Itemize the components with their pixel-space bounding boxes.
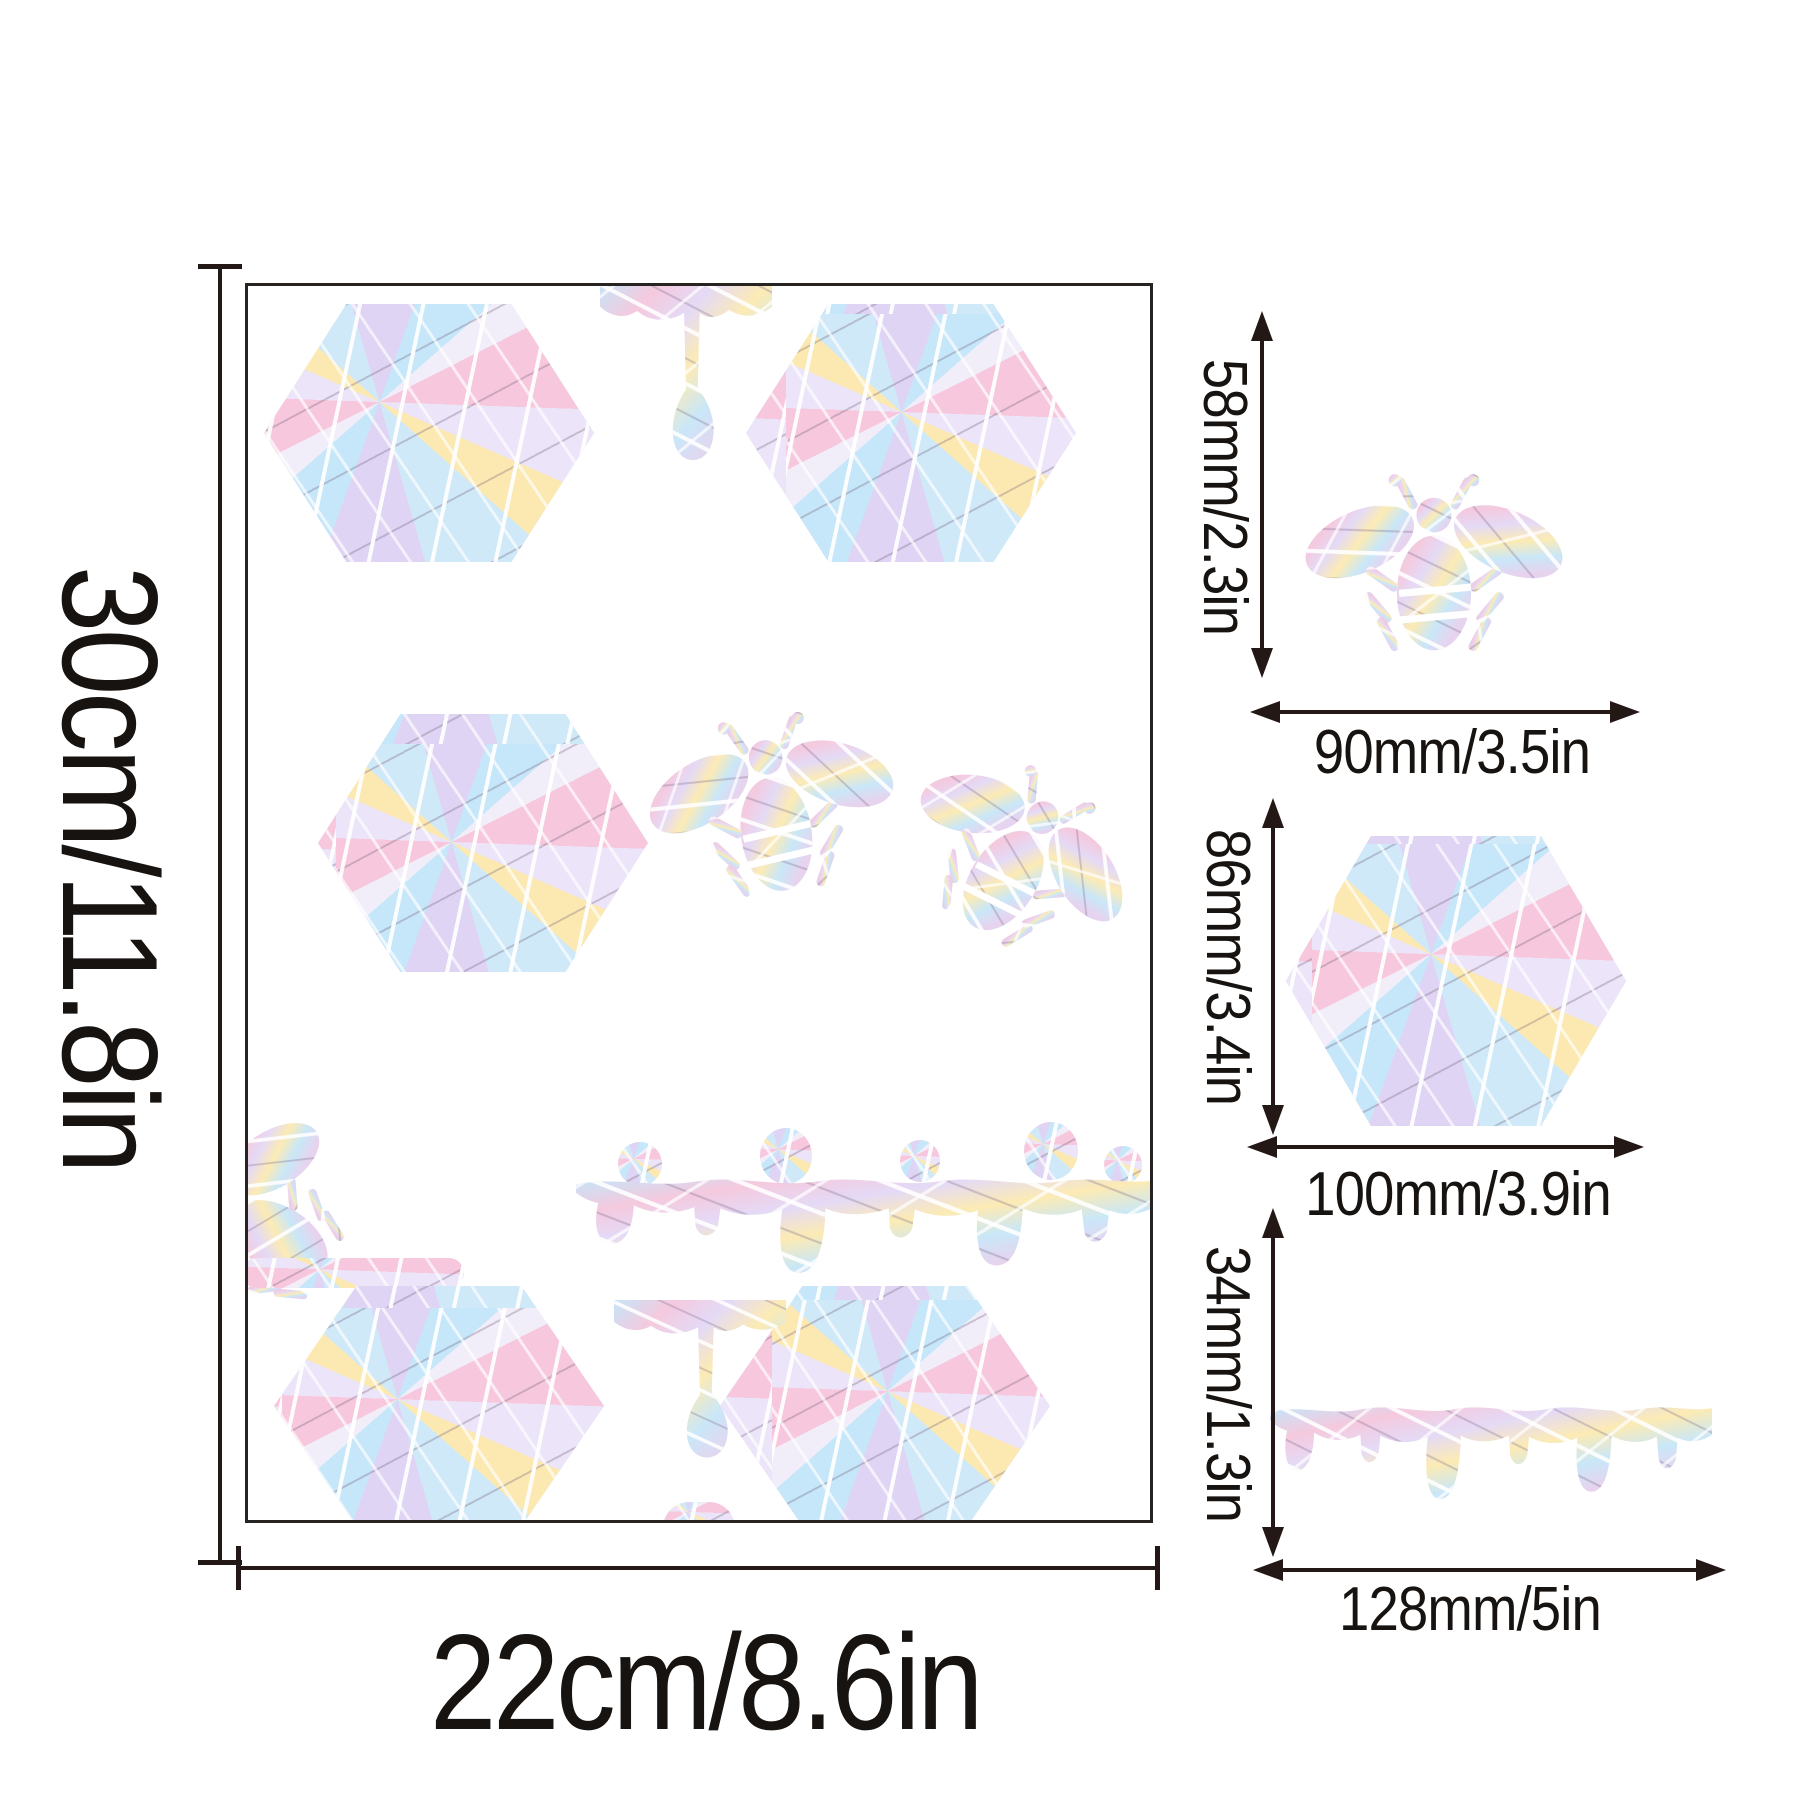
arrow-left-icon (1247, 1136, 1277, 1158)
honey-drip-partial (614, 1300, 786, 1458)
honey-drip-sticker (1270, 1407, 1712, 1499)
arrow-right-icon (1610, 701, 1640, 723)
arrow-up-icon (1251, 311, 1273, 341)
bee-width-arrow-line (1276, 710, 1614, 714)
dimension-cap-right (1155, 1546, 1160, 1590)
bee-height-arrow-line (1260, 338, 1264, 650)
drip-width-label: 128mm/5in (1339, 1574, 1602, 1644)
arrow-up-icon (1262, 1208, 1284, 1238)
drip-width-arrow-line (1279, 1568, 1699, 1572)
bee-sticker (627, 698, 917, 912)
arrow-right-icon (1696, 1559, 1726, 1581)
sticker-sheet (245, 283, 1153, 1523)
splash-blob (1024, 1122, 1078, 1180)
arrow-down-icon (1262, 1527, 1284, 1557)
dimension-cap-top (198, 264, 242, 269)
drip-height-arrow-line (1271, 1236, 1275, 1530)
arrow-down-icon (1251, 648, 1273, 678)
drip-height-label: 34mm/1.3in (1193, 1245, 1263, 1523)
drip-blob (663, 1502, 735, 1520)
dimension-cap-left (236, 1546, 241, 1590)
splash-blob (900, 1140, 940, 1182)
bee-width-label: 90mm/3.5in (1313, 717, 1591, 787)
bee-sticker (1294, 474, 1574, 653)
bee-sticker (867, 718, 1150, 996)
hexagon-width-arrow-line (1273, 1145, 1617, 1149)
sheet-width-dimension-line (238, 1566, 1159, 1570)
honey-drip-sticker (576, 1179, 1150, 1273)
hexagon-height-label: 86mm/3.4in (1193, 828, 1263, 1106)
hexagon-width-label: 100mm/3.9in (1305, 1159, 1612, 1229)
hexagon-sticker (264, 304, 594, 562)
hexagon-sticker (1286, 836, 1626, 1126)
sheet-height-label: 30cm/11.8in (34, 565, 186, 1171)
arrow-left-icon (1250, 701, 1280, 723)
hexagon-sticker (318, 714, 648, 972)
honey-drip-partial (600, 286, 772, 461)
hexagon-height-arrow-line (1271, 826, 1275, 1108)
splash-blob (1104, 1146, 1142, 1184)
bee-height-label: 58mm/2.3in (1190, 358, 1260, 636)
dimension-cap-bottom (198, 1560, 242, 1565)
sheet-height-dimension-line (218, 267, 222, 1563)
splash-blob (760, 1128, 812, 1184)
splash-blob (618, 1142, 662, 1186)
splash-arm (248, 1258, 464, 1288)
arrow-right-icon (1614, 1136, 1644, 1158)
hexagon-sticker (746, 304, 1076, 562)
arrow-down-icon (1262, 1105, 1284, 1135)
sheet-width-label: 22cm/8.6in (429, 1606, 984, 1758)
arrow-up-icon (1262, 798, 1284, 828)
arrow-left-icon (1253, 1559, 1283, 1581)
